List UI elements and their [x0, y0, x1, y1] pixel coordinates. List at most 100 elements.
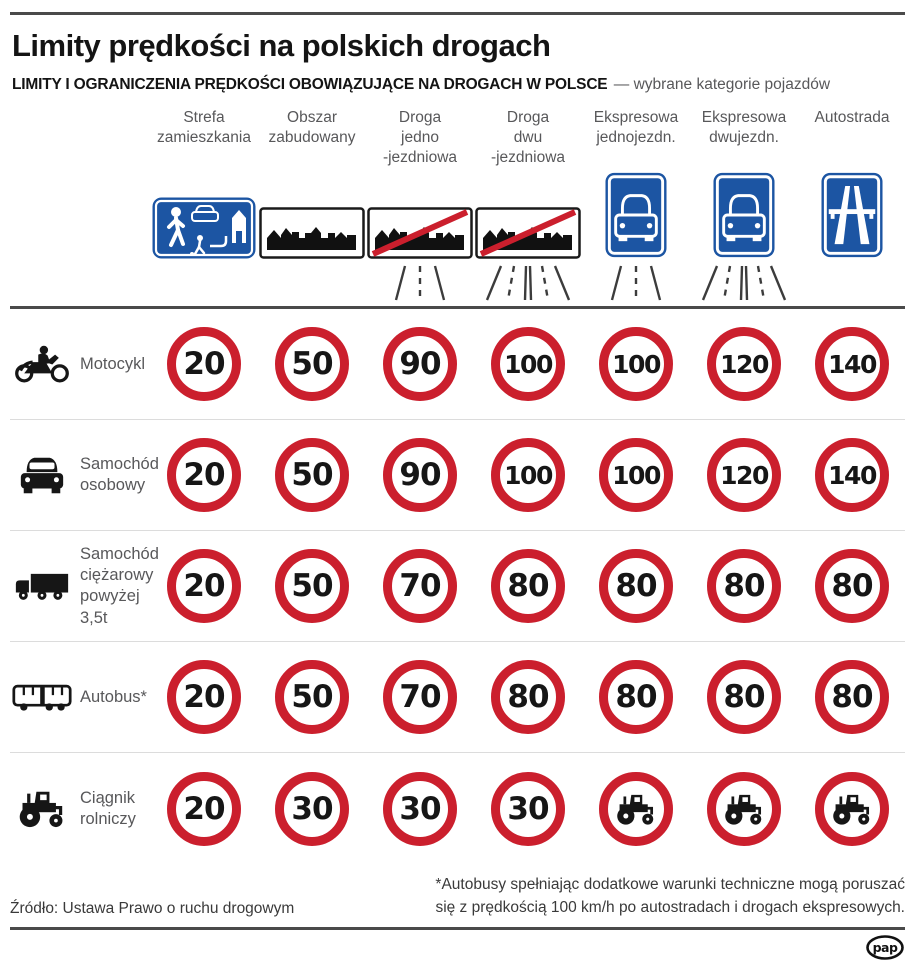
speed-value: 80: [507, 679, 549, 716]
limit-cell: 80: [690, 660, 798, 735]
no-tractors-sign: [815, 771, 889, 846]
column-header-ekspresowa-dwujezdn: Ekspresowa dwujezdn.: [701, 109, 787, 146]
column-header-ekspresowa-jednojezdn: Ekspresowa jednojezdn.: [593, 109, 679, 146]
signs-spacer: [10, 167, 150, 304]
speed-limit-sign-20: 20: [167, 438, 241, 513]
speed-limit-sign-70: 70: [383, 549, 457, 624]
speed-value: 80: [615, 568, 657, 605]
pap-logo: pap: [865, 934, 905, 966]
speed-value: 80: [723, 679, 765, 716]
tractor-icon: [725, 794, 762, 825]
vehicle-row-samochod-ciezarowy: Samochód ciężarowy powyżej 3,5t 20 50 70 8…: [10, 531, 906, 643]
no-tractors-sign: [707, 771, 781, 846]
footnote-line: się z prędkością 100 km/h po autostradac…: [435, 898, 905, 916]
vehicle-label: Samochód osobowy: [80, 455, 159, 495]
speed-value: 50: [291, 679, 333, 716]
limit-cell: [690, 771, 798, 846]
subtitle-note: — wybrane kategorie pojazdów: [613, 76, 831, 93]
tractor-icon: [617, 794, 654, 825]
speed-limit-sign-100: 100: [491, 438, 565, 513]
tractor-icon: [833, 794, 870, 825]
truck-icon: [12, 567, 72, 605]
speed-value: 80: [507, 568, 549, 605]
sign-cell-droga-dwujezdniowa: [474, 167, 582, 304]
limit-cell: 100: [582, 438, 690, 513]
limit-cell: 90: [366, 327, 474, 402]
speed-value: 30: [291, 790, 333, 827]
speed-limit-sign-80: 80: [491, 660, 565, 735]
limit-cell: [798, 771, 906, 846]
speed-limit-sign-80: 80: [491, 549, 565, 624]
sign-cell-ekspresowa-jednojezdn: [582, 167, 690, 304]
speed-value: 80: [723, 568, 765, 605]
limit-cell: 30: [258, 771, 366, 846]
speed-value: 90: [399, 457, 441, 494]
speed-limit-sign-100: 100: [491, 327, 565, 402]
end-of-built-up-area-sign: [475, 167, 581, 260]
limit-cell: 80: [582, 549, 690, 624]
source-text: Źródło: Ustawa Prawo o ruchu drogowym: [10, 900, 295, 918]
end-of-built-up-area-sign: [367, 167, 473, 260]
tractor-icon: [12, 787, 72, 830]
speed-limit-sign-140: 140: [815, 327, 889, 402]
residential-zone-sign: [152, 167, 256, 259]
speed-value: 120: [720, 349, 769, 379]
speed-limit-sign-30: 30: [275, 771, 349, 846]
column-header-droga-dwujezdniowa: Droga dwu -jezdniowa: [490, 109, 566, 166]
footnote-text: *Autobusy spełniając dodatkowe warunki t…: [435, 874, 905, 919]
lane-markings-holder: [699, 264, 789, 304]
lane-markings-holder: [604, 264, 668, 304]
tractor-icon: [19, 792, 63, 828]
limit-cell: 20: [150, 327, 258, 402]
speed-limit-sign-90: 90: [383, 438, 457, 513]
vehicle-row-autobus: Autobus* 20 50 70 80 80 80: [10, 642, 906, 754]
no-tractors-sign: [599, 771, 673, 846]
vehicle-label: Autobus*: [80, 687, 147, 706]
limit-cell: 80: [474, 660, 582, 735]
speed-limit-sign-80: 80: [815, 549, 889, 624]
speed-limit-sign-50: 50: [275, 549, 349, 624]
speed-value: 20: [183, 346, 225, 383]
speed-value: 20: [183, 679, 225, 716]
speed-limit-sign-80: 80: [815, 660, 889, 735]
car-icon: [12, 454, 72, 496]
speed-value: 30: [399, 790, 441, 827]
limit-cell: 70: [366, 660, 474, 735]
column-headers-row: Strefa zamieszkania Obszar zabudowany Droga j…: [10, 108, 905, 167]
limit-cell: 80: [582, 660, 690, 735]
speed-value: 50: [291, 457, 333, 494]
speed-value: 80: [831, 679, 873, 716]
lane-markings-holder: [483, 264, 573, 304]
vehicle-cell-samochod-ciezarowy: Samochód ciężarowy powyżej 3,5t: [10, 544, 159, 630]
limit-cell: 90: [366, 438, 474, 513]
built-up-area-sign: [259, 167, 365, 260]
speed-limit-sign-50: 50: [275, 660, 349, 735]
speed-limit-sign-100: 100: [599, 438, 673, 513]
column-header-droga-jednojezdniowa: Droga jedno -jezdniowa: [382, 109, 458, 166]
speed-limit-sign-140: 140: [815, 438, 889, 513]
limit-cell: 50: [258, 327, 366, 402]
bottom-rule: [10, 927, 905, 931]
speed-limit-sign-30: 30: [491, 771, 565, 846]
sign-cell-strefa-zamieszkania: [150, 167, 258, 304]
limit-cell: 20: [150, 438, 258, 513]
logo-row: pap: [10, 934, 905, 966]
speed-limit-sign-80: 80: [599, 549, 673, 624]
vehicle-row-samochod-osobowy: Samochód osobowy 20 50 90 100 100 120: [10, 420, 905, 532]
vehicle-cell-motocykl: Motocykl: [10, 343, 150, 385]
speed-limit-sign-100: 100: [599, 327, 673, 402]
speed-limit-sign-20: 20: [167, 660, 241, 735]
limit-cell: 100: [474, 438, 582, 513]
motorway-sign: [821, 167, 883, 259]
limit-cell: 100: [474, 327, 582, 402]
limit-cell: 20: [150, 771, 258, 846]
limit-cell: 80: [798, 660, 906, 735]
limit-cell: 100: [582, 327, 690, 402]
top-rule: [10, 12, 905, 15]
footnote-line: *Autobusy spełniając dodatkowe warunki t…: [435, 876, 905, 894]
speed-value: 20: [183, 457, 225, 494]
speed-limit-sign-50: 50: [275, 327, 349, 402]
limit-cell: 80: [798, 549, 906, 624]
vehicle-label: Motocykl: [80, 354, 146, 373]
vehicle-label: Samochód ciężarowy powyżej 3,5t: [80, 544, 159, 627]
